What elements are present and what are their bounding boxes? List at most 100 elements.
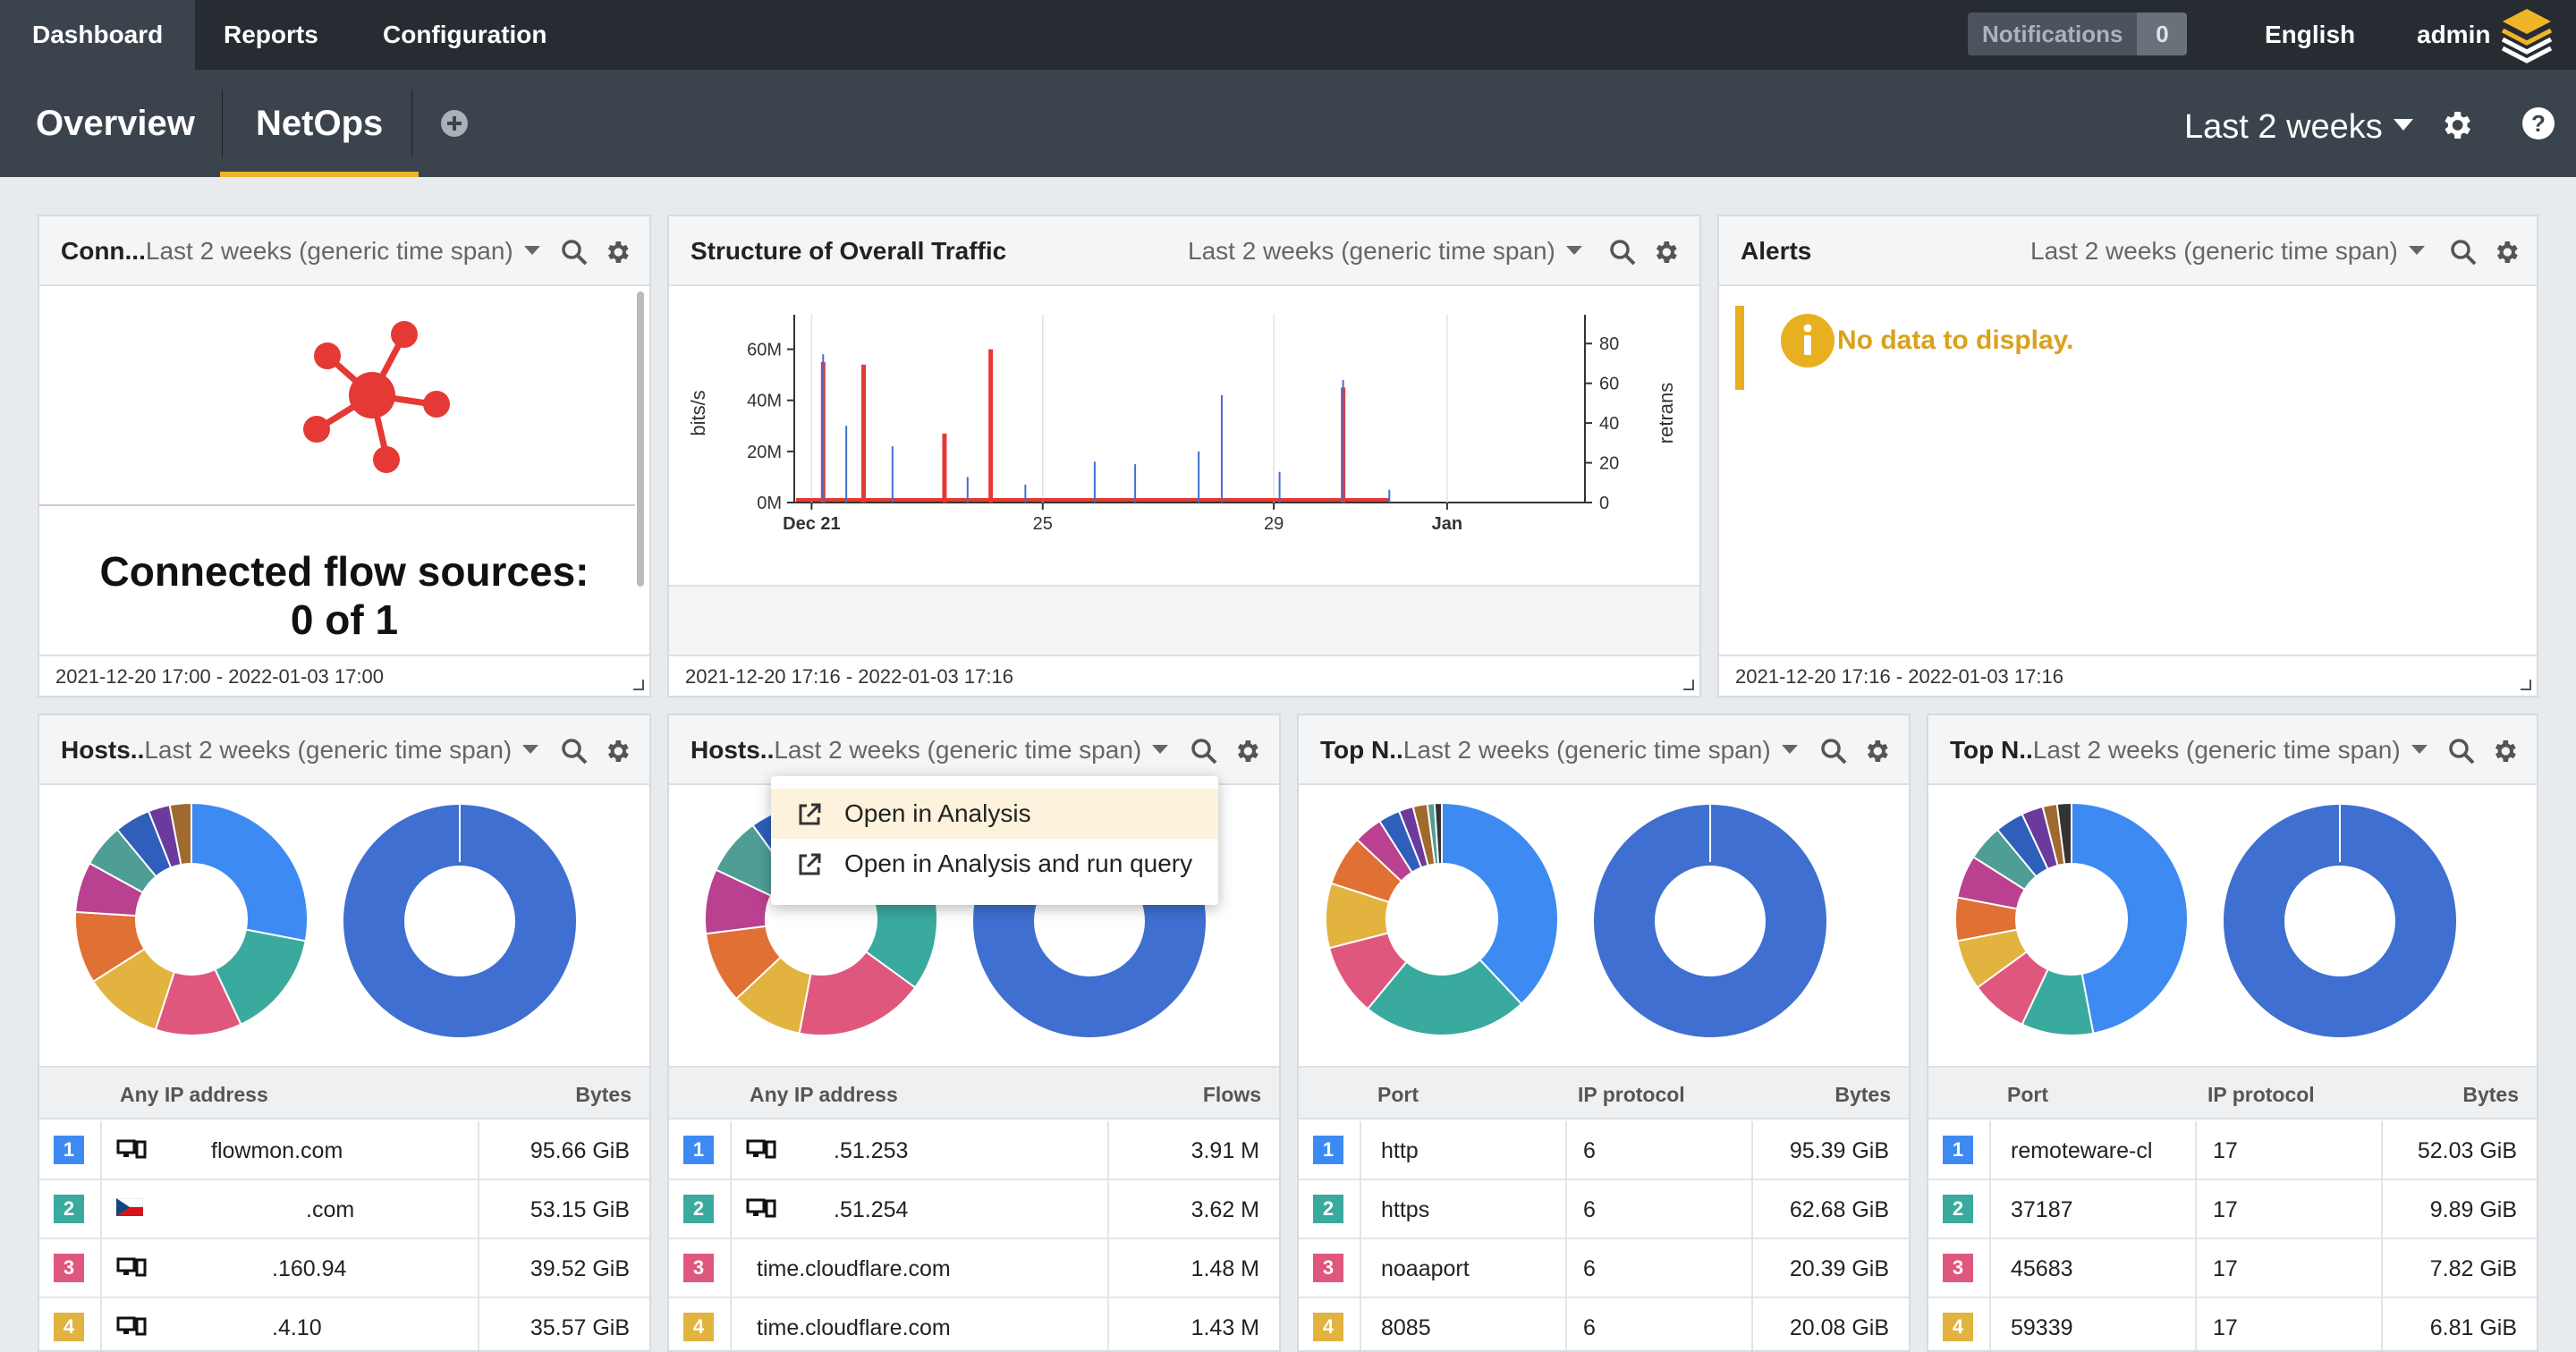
port-cell[interactable]: 37187 [2011,1197,2073,1222]
host-cell[interactable]: .com [174,1180,354,1239]
column-header[interactable]: Bytes [1835,1083,1891,1106]
donut-slice[interactable] [2055,801,2072,866]
table-row[interactable]: 2 .51.254 3.62 M [669,1180,1279,1239]
widget-time-range[interactable]: Last 2 weeks (generic time span) [774,736,1142,764]
column-header[interactable]: Bytes [575,1083,631,1106]
host-cell[interactable]: time.cloudflare.com [757,1256,951,1281]
gear-icon[interactable] [2490,737,2519,770]
chevron-down-icon[interactable] [1152,744,1169,754]
user-menu[interactable]: admin [2417,21,2491,48]
host-cell[interactable]: .160.94 [174,1239,346,1298]
resize-handle[interactable] [633,680,644,690]
table-row[interactable]: 4 time.cloudflare.com 1.43 M [669,1298,1279,1350]
table-row[interactable]: 2 https 6 62.68 GiB [1299,1180,1909,1239]
table-row[interactable]: 1 .51.253 3.91 M [669,1121,1279,1180]
search-icon[interactable] [2447,737,2476,770]
search-icon[interactable] [1190,737,1218,770]
donut-total[interactable] [1594,805,1826,1037]
table-row[interactable]: 1 flowmon.com 95.66 GiB [39,1121,649,1180]
tab-overview[interactable]: Overview [36,104,195,143]
column-header[interactable]: Port [1377,1083,1419,1106]
donut-slice[interactable] [1366,958,1523,1036]
widget-time-range[interactable]: Last 2 weeks (generic time span) [1402,736,1771,764]
donut-slice[interactable] [2071,801,2189,1035]
table-row[interactable]: 4 8085 6 20.08 GiB [1299,1298,1909,1350]
gear-icon[interactable] [1651,238,1680,266]
scrollbar[interactable] [637,292,644,587]
gear-icon[interactable] [2492,238,2521,266]
menu-open-in-analysis-run-query[interactable]: Open in Analysis and run query [771,839,1218,889]
nav-configuration[interactable]: Configuration [383,21,547,48]
y-axis-label: bits/s [687,390,709,435]
port-cell[interactable]: noaaport [1381,1256,1470,1281]
widget-time-range[interactable]: Last 2 weeks (generic time span) [2030,216,2425,286]
table-row[interactable]: 3 time.cloudflare.com 1.48 M [669,1239,1279,1298]
table-row[interactable]: 1 http 6 95.39 GiB [1299,1121,1909,1180]
port-cell[interactable]: remoteware-cl [2011,1138,2153,1163]
notifications-button[interactable]: Notifications 0 [1968,13,2188,55]
host-cell[interactable]: .4.10 [174,1298,322,1350]
time-range-selector[interactable]: Last 2 weeks [2184,70,2413,184]
column-header[interactable]: IP protocol [2207,1083,2315,1106]
nav-dashboard[interactable]: Dashboard [0,0,196,70]
host-cell[interactable]: .51.254 [794,1180,908,1239]
gear-icon[interactable] [603,737,631,770]
chevron-down-icon[interactable] [522,744,539,754]
donut-slice[interactable] [1441,801,1559,1006]
gear-icon[interactable] [1233,737,1261,770]
widget-time-range[interactable]: Last 2 weeks (generic time span) [144,736,513,764]
table-row[interactable]: 4 .4.10 35.57 GiB [39,1298,649,1350]
table-row[interactable]: 2 .com 53.15 GiB [39,1180,649,1239]
donut-slice[interactable] [1433,801,1443,866]
gear-icon[interactable] [2438,107,2474,143]
resize-handle[interactable] [1683,680,1694,690]
table-row[interactable]: 2 37187 17 9.89 GiB [1928,1180,2537,1239]
donut-total[interactable] [343,805,576,1037]
column-header[interactable]: Any IP address [750,1083,898,1106]
search-icon[interactable] [1608,238,1637,266]
table-row[interactable]: 3 noaaport 6 20.39 GiB [1299,1239,1909,1298]
column-header[interactable]: Any IP address [120,1083,268,1106]
port-cell[interactable]: http [1381,1138,1419,1163]
menu-open-in-analysis[interactable]: Open in Analysis [771,789,1218,839]
add-tab-icon[interactable] [438,107,470,139]
port-cell[interactable]: 59339 [2011,1315,2073,1340]
column-header[interactable]: IP protocol [1578,1083,1685,1106]
port-cell[interactable]: 8085 [1381,1315,1431,1340]
widget-time-range[interactable]: Last 2 weeks (generic time span) [145,237,513,265]
host-cell[interactable]: flowmon.com [211,1138,343,1163]
language-selector[interactable]: English [2265,21,2356,48]
port-cell[interactable]: 45683 [2011,1256,2073,1281]
chevron-down-icon[interactable] [1781,744,1798,754]
donut-slice[interactable] [191,801,309,942]
gear-icon[interactable] [603,238,631,266]
port-cell[interactable]: https [1381,1197,1430,1222]
value-cell: 3.62 M [1191,1197,1259,1222]
chevron-down-icon[interactable] [523,245,540,255]
host-cell[interactable]: time.cloudflare.com [757,1315,951,1340]
search-icon[interactable] [560,238,589,266]
help-icon[interactable]: ? [2521,106,2556,141]
chevron-down-icon[interactable] [2411,744,2428,754]
search-icon[interactable] [560,737,589,770]
donut-slice[interactable] [168,801,192,866]
search-icon[interactable] [2449,238,2478,266]
table-row[interactable]: 3 45683 17 7.82 GiB [1928,1239,2537,1298]
nav-reports[interactable]: Reports [224,21,318,48]
table-row[interactable]: 3 .160.94 39.52 GiB [39,1239,649,1298]
column-header[interactable]: Bytes [2462,1083,2519,1106]
donut-slice[interactable] [798,951,917,1036]
traffic-chart[interactable]: Dec 21 25 29 Jan 0M 20M 40M 60M 0 20 40 60 80 bits/s r… [669,288,1699,583]
widget-time-range[interactable]: Last 2 weeks (generic time span) [1188,216,1582,286]
widget-time-range[interactable]: Last 2 weeks (generic time span) [2032,736,2401,764]
resize-handle[interactable] [2521,680,2531,690]
donut-total[interactable] [2224,805,2456,1037]
search-icon[interactable] [1819,737,1848,770]
host-cell[interactable]: .51.253 [794,1121,908,1180]
column-header[interactable]: Port [2007,1083,2048,1106]
table-row[interactable]: 4 59339 17 6.81 GiB [1928,1298,2537,1350]
table-row[interactable]: 1 remoteware-cl 17 52.03 GiB [1928,1121,2537,1180]
tab-netops[interactable]: NetOps [220,70,419,177]
gear-icon[interactable] [1862,737,1891,770]
column-header[interactable]: Flows [1202,1083,1261,1106]
